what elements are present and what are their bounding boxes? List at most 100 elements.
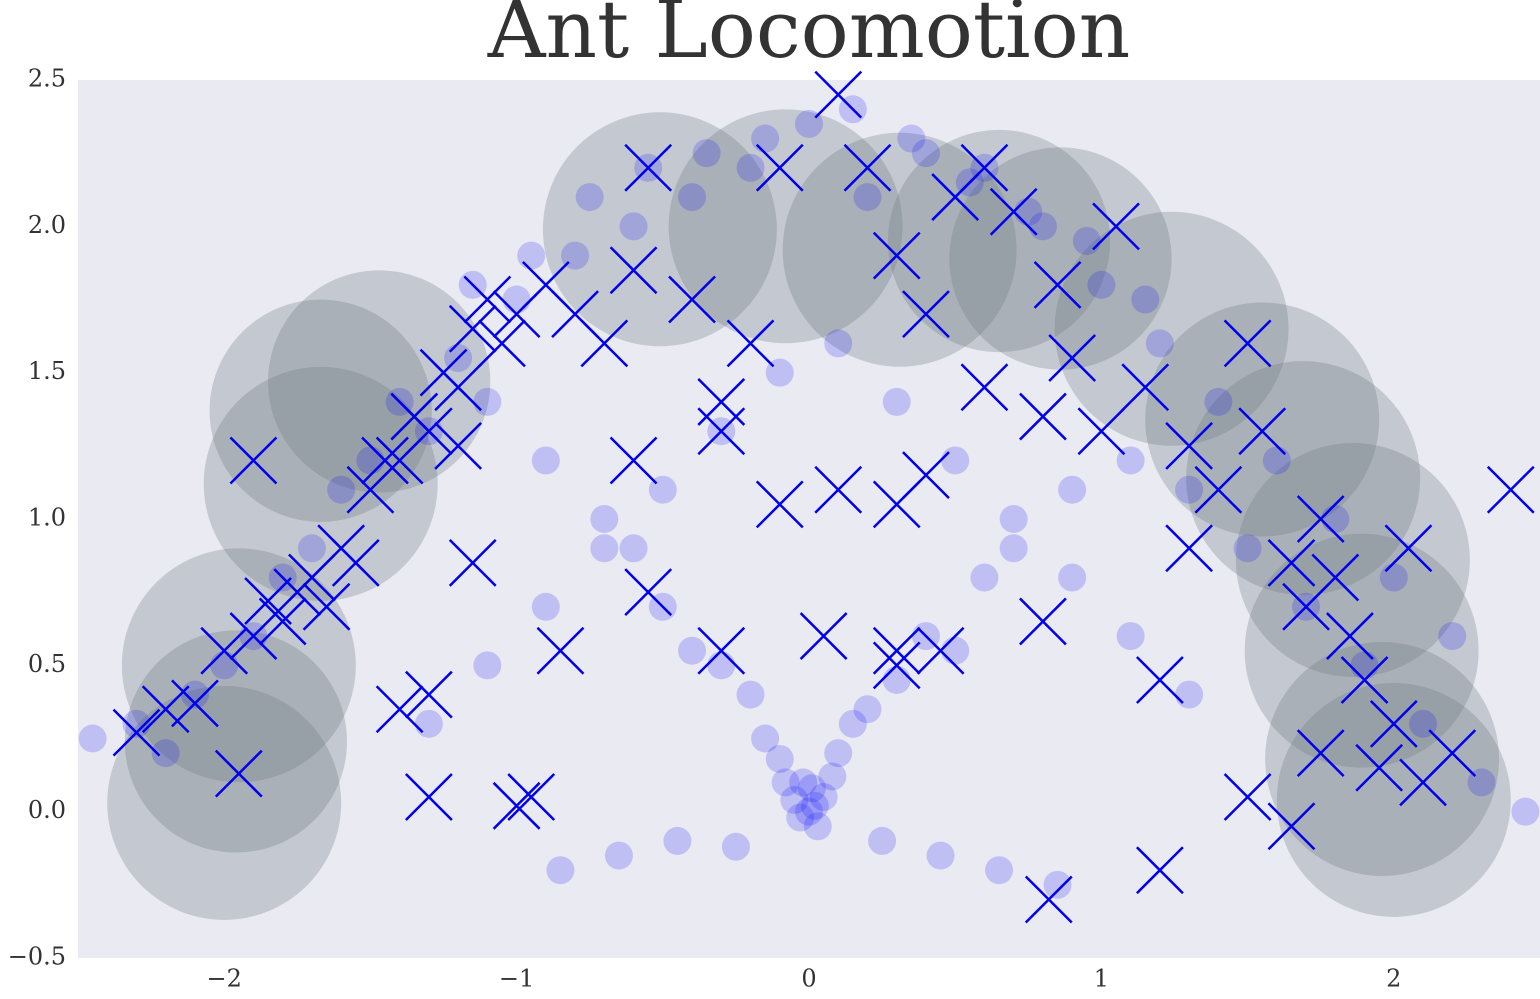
goal-marker	[668, 275, 716, 324]
x-tick-label: 2	[1386, 965, 1401, 993]
goal-marker	[200, 626, 249, 675]
goal-marker	[375, 685, 424, 734]
trajectory-point	[590, 534, 619, 563]
y-tick-label: 0.0	[28, 796, 66, 824]
trajectory-point	[1087, 270, 1116, 299]
goal-marker	[434, 421, 483, 470]
goal-marker	[1267, 802, 1316, 851]
trajectory-point	[1175, 680, 1204, 709]
trajectory-point	[1058, 563, 1087, 592]
goal-marker	[463, 275, 512, 324]
trajectory-point	[771, 768, 800, 797]
goal-marker	[404, 773, 453, 821]
goal-marker	[872, 626, 921, 675]
trajectory-point	[736, 153, 765, 182]
region-circle	[1244, 533, 1479, 768]
trajectory-point	[897, 124, 926, 153]
trajectory-point	[1072, 226, 1101, 255]
goal-marker	[814, 70, 863, 119]
goal-marker	[1355, 743, 1404, 792]
trajectory-point	[789, 768, 818, 797]
trajectory-point	[473, 387, 502, 416]
trajectory-point	[911, 139, 940, 168]
goal-marker	[331, 539, 380, 587]
goal-marker	[1033, 260, 1082, 309]
goal-marker	[609, 436, 658, 485]
region-circle	[209, 299, 432, 522]
trajectory-point	[838, 709, 867, 738]
goal-marker	[814, 465, 863, 514]
trajectory-point	[297, 534, 326, 563]
region-circle	[203, 366, 438, 601]
trajectory-point	[1321, 505, 1350, 533]
trajectory-point	[786, 803, 815, 832]
trajectory-point	[1233, 534, 1262, 563]
goal-marker	[902, 290, 950, 339]
goal-marker	[448, 539, 497, 587]
trajectory-point	[546, 856, 575, 885]
trajectory-point	[999, 534, 1028, 563]
x-tick-label: 0	[801, 965, 816, 993]
goal-marker	[872, 480, 921, 529]
trajectory-point	[1262, 446, 1291, 475]
trajectory-point	[678, 636, 707, 665]
y-tick-label: 2.5	[28, 65, 66, 93]
goal-marker	[536, 626, 585, 675]
goal-marker	[1223, 319, 1272, 368]
trajectory-point	[327, 475, 356, 504]
goal-marker	[229, 436, 278, 485]
trajectory-point	[797, 774, 826, 803]
trajectory-point	[1014, 197, 1043, 226]
trajectory-point	[751, 724, 780, 753]
goal-marker	[1238, 407, 1287, 456]
goal-marker	[916, 626, 965, 675]
goal-marker	[960, 143, 1009, 192]
y-tick-label: 1.5	[28, 357, 66, 385]
trajectory-point	[531, 592, 560, 621]
trajectory-point	[853, 695, 882, 724]
goal-marker	[843, 143, 892, 192]
trajectory-point	[78, 724, 107, 753]
trajectory-point	[1379, 563, 1408, 592]
goal-marker	[1296, 495, 1345, 543]
trajectory-point	[882, 387, 911, 416]
trajectory-point	[999, 505, 1028, 533]
trajectory-point	[1511, 797, 1540, 826]
region-circle	[1186, 361, 1421, 595]
goal-marker	[755, 480, 804, 529]
goal-marker	[404, 407, 453, 456]
goal-marker	[1296, 729, 1345, 778]
trajectory-point	[751, 124, 780, 153]
trajectory-point	[692, 139, 721, 168]
trajectory-point	[1204, 387, 1233, 416]
x-tick-label: −1	[499, 965, 534, 993]
goal-marker	[624, 143, 673, 192]
goal-marker	[960, 363, 1009, 412]
trajectory-point	[663, 826, 692, 855]
region-circle	[124, 630, 348, 853]
trajectory-point	[941, 636, 970, 665]
trajectory-point	[619, 534, 648, 563]
trajectory-point	[721, 832, 750, 861]
region-circle	[542, 112, 777, 347]
y-tick-label: 0.5	[28, 650, 66, 678]
trajectory-point	[868, 826, 897, 855]
trajectory-point	[414, 709, 443, 738]
goal-marker	[448, 304, 497, 353]
goal-marker	[492, 781, 541, 830]
goal-marker	[624, 568, 673, 617]
trajectory-point	[809, 783, 838, 812]
trajectory-point	[517, 241, 546, 270]
trajectory-point	[1043, 870, 1072, 899]
trajectory-point	[1131, 285, 1160, 314]
region-circle	[782, 132, 1017, 367]
trajectory-point	[800, 791, 829, 820]
trajectory-point	[531, 446, 560, 475]
trajectory-point	[604, 841, 633, 870]
goal-marker	[1165, 524, 1214, 573]
trajectory-point	[795, 797, 823, 826]
trajectory-point	[1145, 329, 1174, 358]
trajectory-point	[824, 739, 853, 768]
goal-marker	[214, 749, 263, 798]
goal-marker	[755, 143, 804, 192]
